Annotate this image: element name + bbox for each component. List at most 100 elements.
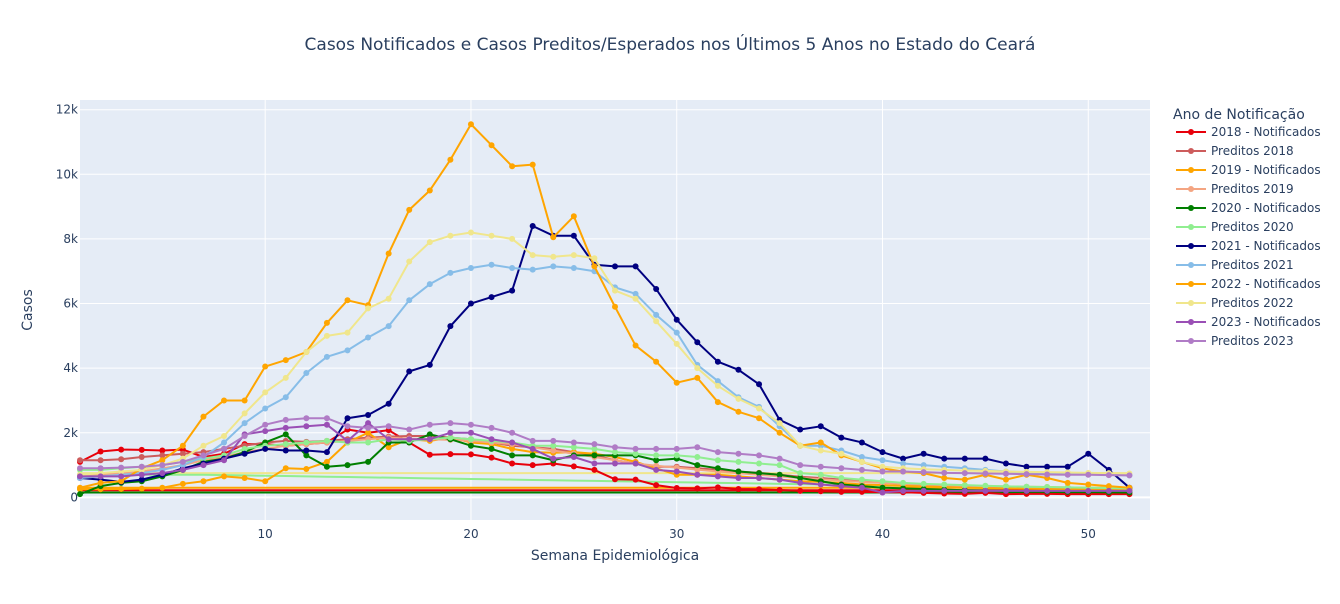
data-point — [282, 374, 289, 381]
data-point — [920, 450, 927, 457]
data-point — [900, 468, 907, 475]
data-point — [282, 394, 289, 401]
data-point — [159, 447, 166, 454]
data-point — [941, 487, 948, 494]
data-point — [653, 462, 660, 469]
data-point — [735, 395, 742, 402]
data-point — [653, 318, 660, 325]
legend-item[interactable]: 2023 - Notificados — [1176, 315, 1321, 329]
legend-marker-icon — [1188, 300, 1194, 306]
data-point — [138, 476, 145, 483]
legend-item[interactable]: Preditos 2023 — [1176, 334, 1294, 348]
legend-marker-icon — [1188, 319, 1194, 325]
data-point — [282, 357, 289, 364]
data-point — [694, 471, 701, 478]
data-point — [653, 452, 660, 459]
y-tick-label: 4k — [63, 361, 78, 375]
data-point — [200, 413, 207, 420]
data-point — [735, 408, 742, 415]
data-point — [447, 451, 454, 458]
data-point — [406, 297, 413, 304]
data-point — [323, 353, 330, 360]
legend-marker-icon — [1188, 129, 1194, 135]
data-point — [714, 358, 721, 365]
data-point — [982, 470, 989, 477]
legend-label: Preditos 2023 — [1211, 334, 1294, 348]
data-point — [591, 255, 598, 262]
legend-item[interactable]: 2018 - Notificados — [1176, 125, 1321, 139]
data-point — [344, 437, 351, 444]
data-point — [426, 421, 433, 428]
data-point — [467, 121, 474, 128]
data-point — [138, 454, 145, 460]
legend-item[interactable]: Preditos 2022 — [1176, 296, 1294, 310]
data-point — [509, 287, 516, 294]
legend-item[interactable]: Preditos 2020 — [1176, 220, 1294, 234]
data-point — [1085, 471, 1092, 478]
data-point — [673, 452, 680, 459]
data-point — [529, 161, 536, 168]
series-group — [77, 420, 1133, 496]
data-point — [77, 465, 83, 472]
data-point — [77, 491, 83, 498]
data-point — [221, 445, 228, 452]
legend-item[interactable]: 2019 - Notificados — [1176, 163, 1321, 177]
data-point — [694, 485, 701, 492]
data-point — [735, 366, 742, 373]
data-point — [282, 431, 289, 438]
data-point — [879, 468, 886, 475]
data-point — [612, 263, 618, 270]
legend-item[interactable]: 2020 - Notificados — [1176, 201, 1321, 215]
data-point — [303, 447, 310, 454]
data-point — [467, 436, 474, 443]
axis-ticks: 0 2k 4k 6k 8k 10k 12k 10 20 30 40 50 — [56, 103, 1096, 541]
series-group — [77, 223, 1133, 491]
data-point — [467, 265, 474, 271]
legend-item[interactable]: Preditos 2019 — [1176, 182, 1294, 196]
data-point — [385, 400, 392, 407]
data-point — [879, 463, 886, 470]
series-line — [80, 417, 1130, 477]
data-point — [282, 447, 289, 454]
legend-label: Preditos 2022 — [1211, 296, 1294, 310]
data-point — [406, 258, 413, 265]
data-point — [673, 340, 680, 347]
data-point — [817, 481, 824, 488]
data-point — [694, 365, 701, 372]
data-point — [941, 469, 948, 476]
data-point — [900, 455, 907, 462]
data-point — [941, 475, 948, 481]
data-point — [385, 295, 392, 302]
data-point — [138, 446, 145, 453]
data-point — [303, 415, 310, 422]
legend-item[interactable]: 2022 - Notificados — [1176, 277, 1321, 291]
data-point — [756, 381, 763, 388]
series-line — [79, 231, 1130, 476]
data-point — [118, 473, 125, 480]
data-point — [509, 439, 516, 446]
data-point — [488, 294, 495, 301]
data-point — [447, 323, 454, 330]
data-point — [694, 454, 701, 460]
data-point — [241, 397, 248, 404]
data-point — [1044, 471, 1051, 478]
data-point — [467, 442, 474, 449]
legend-item[interactable]: 2021 - Notificados — [1176, 239, 1321, 253]
data-point — [509, 445, 516, 452]
data-point — [570, 439, 577, 446]
data-point — [632, 263, 639, 270]
data-point — [632, 476, 639, 483]
data-point — [97, 448, 104, 455]
data-point — [241, 433, 248, 439]
legend-item[interactable]: Preditos 2018 — [1176, 144, 1294, 158]
data-point — [323, 463, 330, 470]
data-point — [344, 462, 351, 469]
legend-item[interactable]: Preditos 2021 — [1176, 258, 1294, 272]
data-point — [159, 470, 166, 477]
data-point — [1023, 487, 1030, 494]
data-point — [879, 489, 886, 496]
data-point — [797, 426, 804, 433]
data-point — [776, 476, 783, 483]
data-point — [303, 370, 310, 376]
